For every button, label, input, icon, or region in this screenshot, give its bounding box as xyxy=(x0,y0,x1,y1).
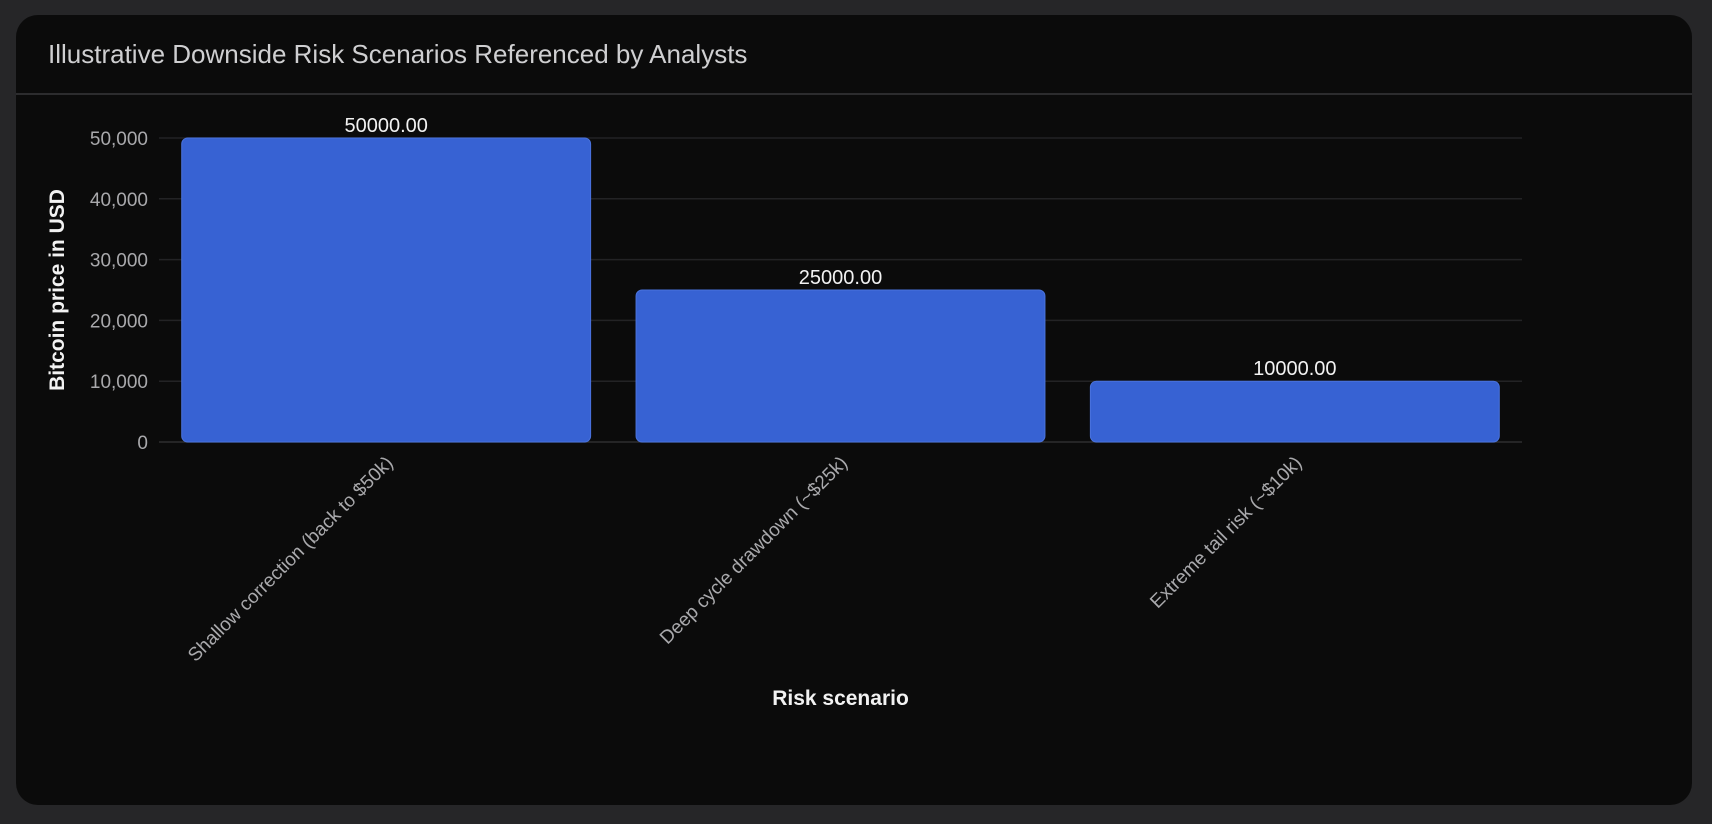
y-tick-label: 30,000 xyxy=(90,251,148,272)
x-tick-label: Shallow correction (back to $50k) xyxy=(184,453,397,666)
bar-value-label: 50000.00 xyxy=(344,115,427,137)
x-tick-label: Deep cycle drawdown (~$25k) xyxy=(656,453,852,649)
x-tick-label: Extreme tail risk (~$10k) xyxy=(1146,453,1306,613)
y-tick-label: 0 xyxy=(137,433,148,454)
y-axis-title: Bitcoin price in USD xyxy=(46,189,69,391)
y-tick-label: 50,000 xyxy=(90,129,148,150)
bar-chart: 0 10,000 20,000 30,000 40,000 50,000 50000.00 S… xyxy=(46,115,1522,710)
bar xyxy=(1089,380,1500,443)
chart-card: Illustrative Downside Risk Scenarios Ref… xyxy=(16,15,1692,805)
card-header: Illustrative Downside Risk Scenarios Ref… xyxy=(16,15,1692,95)
x-axis-title: Risk scenario xyxy=(772,687,909,710)
y-tick-label: 10,000 xyxy=(90,372,148,393)
chart-title: Illustrative Downside Risk Scenarios Ref… xyxy=(48,39,748,69)
bar-value-label: 10000.00 xyxy=(1253,358,1336,380)
y-tick-label: 40,000 xyxy=(90,190,148,211)
bar xyxy=(635,289,1046,443)
bar xyxy=(181,137,592,443)
y-tick-label: 20,000 xyxy=(90,311,148,332)
bar-value-label: 25000.00 xyxy=(799,267,882,289)
